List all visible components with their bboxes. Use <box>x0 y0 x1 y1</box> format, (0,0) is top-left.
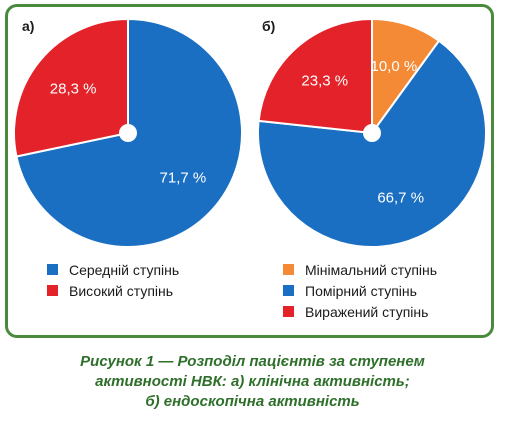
legend-swatch-orange <box>283 264 294 275</box>
legend-item: Виражений ступінь <box>283 301 437 322</box>
pie-slice <box>371 17 441 137</box>
legend-a: Середній ступінь Високий ступінь <box>47 259 179 301</box>
caption-line: б) ендоскопічна активність <box>145 393 360 410</box>
legend-b: Мінімальний ступінь Помірний ступінь Вир… <box>283 259 437 322</box>
pie-charts: 71,7 % 28,3 % 10,0 % 66,7 % 23,3 % <box>13 17 487 248</box>
figure-caption: Рисунок 1 — Розподіл пацієнтів за ступен… <box>0 352 505 412</box>
legend-swatch-red <box>283 306 294 317</box>
slice-data-label: 28,3 % <box>50 80 97 97</box>
pie-slice <box>257 17 373 135</box>
pie-slice <box>257 39 487 248</box>
legend-item: Мінімальний ступінь <box>283 259 437 280</box>
panel-label-b: б) <box>262 18 276 34</box>
legend-label: Середній ступінь <box>69 261 180 278</box>
legend-label: Мінімальний ступінь <box>305 261 438 278</box>
slice-data-label: 10,0 % <box>370 58 417 75</box>
legend-swatch-blue <box>47 264 58 275</box>
caption-line: Рисунок 1 — Розподіл пацієнтів за ступен… <box>80 353 425 370</box>
legend-item: Помірний ступінь <box>283 280 437 301</box>
pie-center-hole <box>363 124 381 142</box>
legend-item: Середній ступінь <box>47 259 179 280</box>
legend-label: Високий ступінь <box>69 282 174 299</box>
legend-item: Високий ступінь <box>47 280 179 301</box>
pie-slice <box>13 17 129 158</box>
legend-label: Виражений ступінь <box>305 303 429 320</box>
legend-swatch-red <box>47 285 58 296</box>
legend-swatch-blue <box>283 285 294 296</box>
slice-data-label: 66,7 % <box>377 190 424 207</box>
panel-label-a: а) <box>22 18 35 34</box>
legend-label: Помірний ступінь <box>305 282 417 299</box>
caption-line: активності НВК: а) клінічна активність; <box>95 373 410 390</box>
pie-center-hole <box>119 124 137 142</box>
slice-data-label: 23,3 % <box>301 72 348 89</box>
slice-data-label: 71,7 % <box>160 170 207 187</box>
